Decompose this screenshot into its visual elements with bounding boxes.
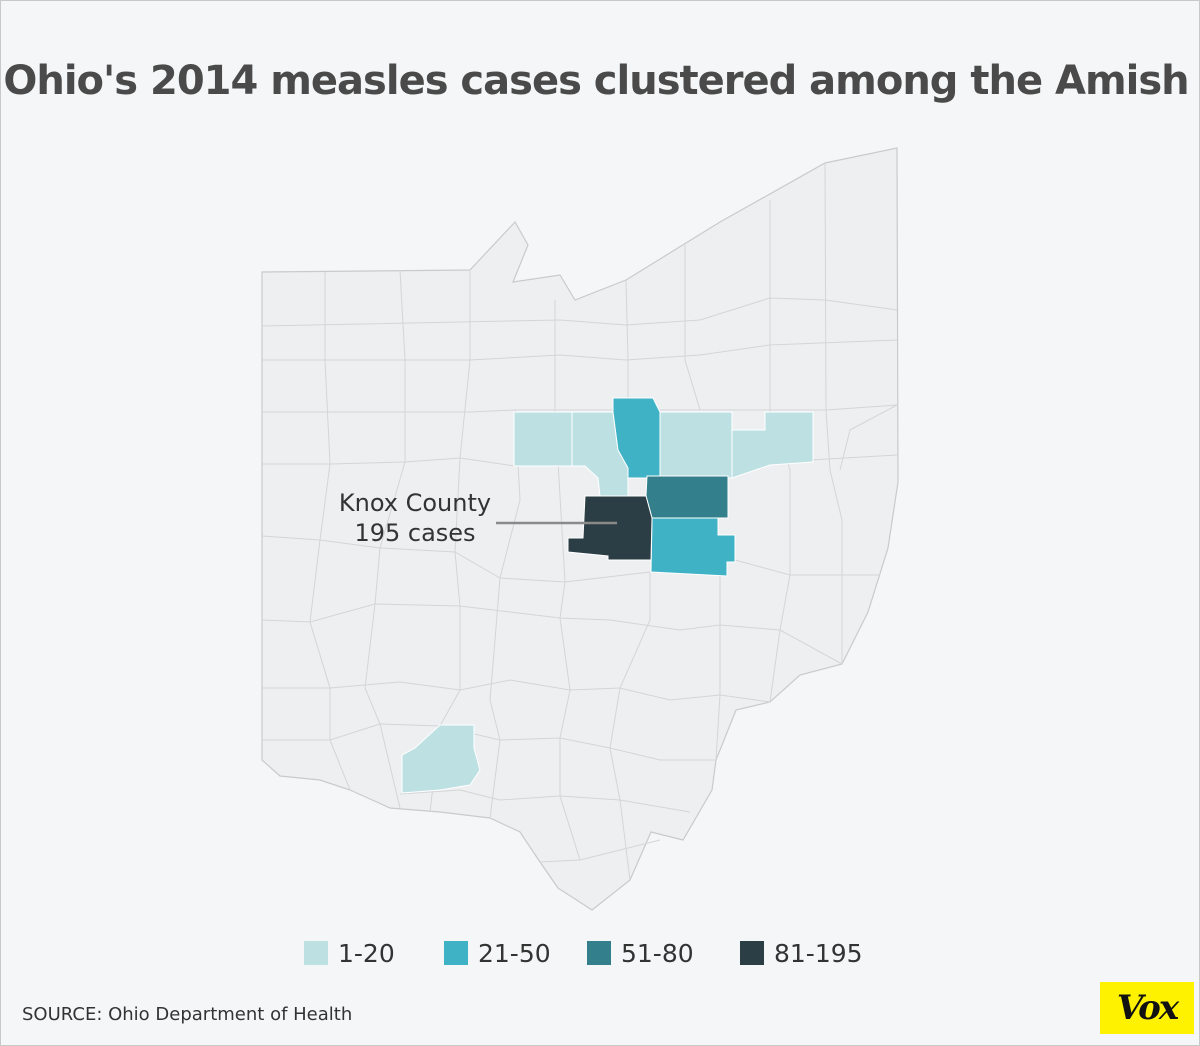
- legend-swatch-2: [444, 941, 468, 965]
- affected-counties: [401, 397, 814, 794]
- legend-item-3: 51-80: [587, 938, 694, 968]
- county-21-50-holmes: [612, 397, 661, 479]
- vox-logo: Vox: [1100, 982, 1194, 1034]
- ohio-state-outline: [261, 147, 899, 911]
- legend-swatch-4: [740, 941, 764, 965]
- knox-callout: Knox County 195 cases: [330, 488, 500, 548]
- callout-county-name: Knox County: [338, 489, 492, 517]
- county-1-20-a: [513, 411, 573, 467]
- county-1-20-southwest: [401, 724, 481, 794]
- legend-label-4: 81-195: [774, 938, 863, 968]
- legend-item-2: 21-50: [444, 938, 551, 968]
- legend-item-1: 1-20: [304, 938, 395, 968]
- county-1-20-c: [659, 411, 733, 479]
- legend-item-4: 81-195: [740, 938, 863, 968]
- callout-case-count: 195 cases: [354, 519, 476, 547]
- county-1-20-d: [731, 411, 814, 479]
- chart-title: Ohio's 2014 measles cases clustered amon…: [3, 58, 1189, 104]
- legend-label-2: 21-50: [478, 938, 551, 968]
- county-21-50-b: [650, 517, 736, 577]
- county-51-80: [645, 475, 729, 519]
- legend: 1-20 21-50 51-80 81-195: [0, 938, 1200, 968]
- legend-swatch-1: [304, 941, 328, 965]
- legend-swatch-3: [587, 941, 611, 965]
- legend-label-1: 1-20: [338, 938, 395, 968]
- county-knox: [567, 495, 653, 561]
- legend-label-3: 51-80: [621, 938, 694, 968]
- source-note: SOURCE: Ohio Department of Health: [22, 1004, 353, 1025]
